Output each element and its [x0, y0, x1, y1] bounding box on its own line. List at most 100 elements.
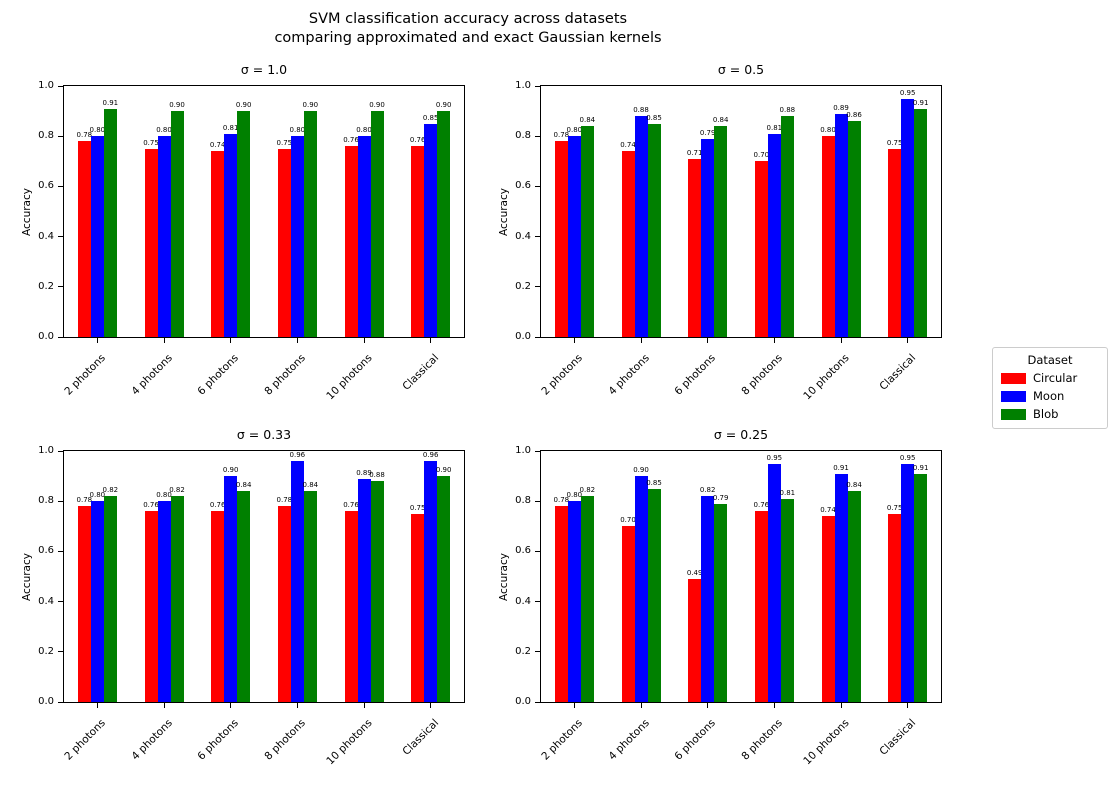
- bar-circular-6-photons: [688, 158, 702, 337]
- bar-moon-4-photons: [634, 476, 648, 702]
- x-tick-label-text: 8 photons: [739, 352, 785, 398]
- x-tick-label: 4 photons: [114, 346, 175, 398]
- bar-value-label: 0.84: [846, 481, 862, 490]
- y-tick-label: 0.0: [515, 696, 531, 707]
- y-tick-label: 0.6: [515, 545, 531, 557]
- bar-value-label: 0.80: [156, 126, 172, 135]
- bar-circular-6-photons: [688, 579, 702, 702]
- legend: Dataset Circular Moon Blob: [992, 347, 1108, 429]
- x-tick-label: 8 photons: [247, 711, 308, 763]
- x-tick-label-text: 6 photons: [195, 717, 242, 763]
- bar-value-label: 0.96: [422, 451, 439, 460]
- bar-value-label: 0.91: [912, 98, 929, 107]
- bar-blob-8-photons: [303, 491, 317, 702]
- bar-value-label: 0.81: [222, 123, 239, 132]
- bar-value-label: 0.75: [409, 503, 426, 512]
- bar-circular-4-photons: [621, 526, 635, 702]
- bar-value-label: 0.88: [369, 471, 385, 480]
- bar-circular-6-photons: [211, 151, 225, 337]
- bar-circular-2-photons: [77, 506, 91, 702]
- x-tick-mark: [430, 338, 432, 343]
- bar-value-label: 0.91: [102, 98, 119, 107]
- x-tick-label: 10 photons: [784, 346, 851, 402]
- bar-value-label: 0.80: [820, 126, 836, 135]
- x-tick-label: 8 photons: [247, 346, 308, 398]
- bar-blob-6-photons: [714, 126, 728, 337]
- x-tick-label-text: 10 photons: [801, 717, 852, 768]
- legend-entry-blob: Blob: [1001, 407, 1099, 421]
- bar-value-label: 0.76: [409, 136, 426, 145]
- bar-moon-6-photons: [701, 138, 715, 337]
- y-tick-label: 0.6: [38, 180, 54, 192]
- bar-moon-2-photons: [90, 501, 104, 702]
- y-tick-label: 0.8: [515, 495, 531, 507]
- bar-value-label: 0.75: [886, 503, 903, 512]
- y-axis-label: Accuracy: [498, 552, 510, 601]
- bar-value-label: 0.90: [222, 466, 239, 475]
- x-tick-label: 6 photons: [657, 346, 719, 398]
- bar-moon-8-photons: [290, 461, 304, 702]
- bar-moon-classical: [424, 123, 438, 337]
- y-tick-label: 0.4: [515, 230, 531, 242]
- x-tick-mark: [640, 703, 642, 708]
- bar-circular-10-photons: [821, 136, 835, 337]
- x-tick-label: 6 photons: [180, 346, 242, 398]
- subplot-title: σ = 0.25: [713, 427, 769, 442]
- plot-area: 0.0 0.2 0.4 0.6 0.8 1.0 2 photons 0.78 0.80 0.82 4…: [38, 445, 464, 767]
- legend-rows: Circular Moon Blob: [1001, 371, 1099, 421]
- y-tick-label: 0.4: [38, 230, 54, 242]
- x-tick-mark: [296, 703, 298, 708]
- bar-blob-10-photons: [847, 491, 861, 702]
- x-tick-mark: [840, 338, 842, 343]
- bar-blob-2-photons: [103, 496, 117, 702]
- subplot-sigma-0_33: σ = 0.33 Accuracy 0.0 0.2 0.4 0.6 0.8 1.0 2 ph…: [21, 427, 465, 767]
- y-tick-label: 0.2: [515, 280, 531, 292]
- x-tick-label: 2 photons: [524, 346, 585, 398]
- bar-moon-8-photons: [767, 133, 781, 337]
- x-tick-label: 2 photons: [47, 346, 108, 398]
- bar-value-label: 0.74: [820, 506, 836, 515]
- subplot-title: σ = 0.33: [236, 427, 292, 442]
- bar-blob-4-photons: [647, 488, 661, 702]
- bar-circular-2-photons: [554, 141, 568, 337]
- x-tick-label-text: 8 photons: [262, 352, 308, 398]
- y-tick-label: 1.0: [515, 445, 531, 456]
- figure-title-line1: SVM classification accuracy across datas…: [308, 11, 628, 27]
- y-tick-label: 1.0: [515, 80, 531, 91]
- bar-value-label: 0.85: [646, 478, 662, 487]
- x-tick-mark: [707, 338, 709, 343]
- bar-moon-6-photons: [224, 133, 238, 337]
- bar-moon-classical: [901, 463, 915, 702]
- plot-area: 0.0 0.2 0.4 0.6 0.8 1.0 2 photons 0.78 0.80 0.82 4…: [515, 445, 941, 767]
- bar-value-label: 0.76: [143, 501, 159, 510]
- bar-blob-10-photons: [370, 111, 384, 337]
- y-tick-mark: [535, 550, 540, 552]
- bar-blob-8-photons: [303, 111, 317, 337]
- x-tick-mark: [96, 338, 98, 343]
- x-tick-label-text: 8 photons: [262, 717, 308, 763]
- bar-blob-classical: [437, 111, 451, 337]
- x-tick-mark: [296, 338, 298, 343]
- bar-circular-4-photons: [621, 151, 635, 337]
- bar-blob-8-photons: [780, 498, 794, 702]
- y-tick-mark: [535, 701, 540, 703]
- bar-circular-10-photons: [344, 511, 358, 702]
- bar-value-label: 0.82: [102, 486, 119, 495]
- bar-value-label: 0.95: [899, 453, 916, 462]
- subplot-title: σ = 0.5: [717, 62, 765, 77]
- y-tick-mark: [535, 500, 540, 502]
- y-tick-mark: [58, 236, 63, 238]
- bar-value-label: 0.80: [356, 126, 372, 135]
- y-tick-label: 0.2: [38, 645, 54, 657]
- y-tick-mark: [535, 651, 540, 653]
- x-tick-mark: [163, 338, 165, 343]
- bar-moon-2-photons: [90, 136, 104, 337]
- bar-circular-8-photons: [277, 148, 291, 337]
- bar-value-label: 0.91: [912, 463, 929, 472]
- bar-blob-10-photons: [847, 121, 861, 337]
- bar-value-label: 0.78: [76, 496, 93, 505]
- bar-value-label: 0.70: [753, 151, 770, 160]
- y-tick-label: 0.6: [38, 545, 54, 557]
- bar-value-label: 0.84: [302, 481, 319, 490]
- y-tick-label: 0.8: [38, 495, 54, 507]
